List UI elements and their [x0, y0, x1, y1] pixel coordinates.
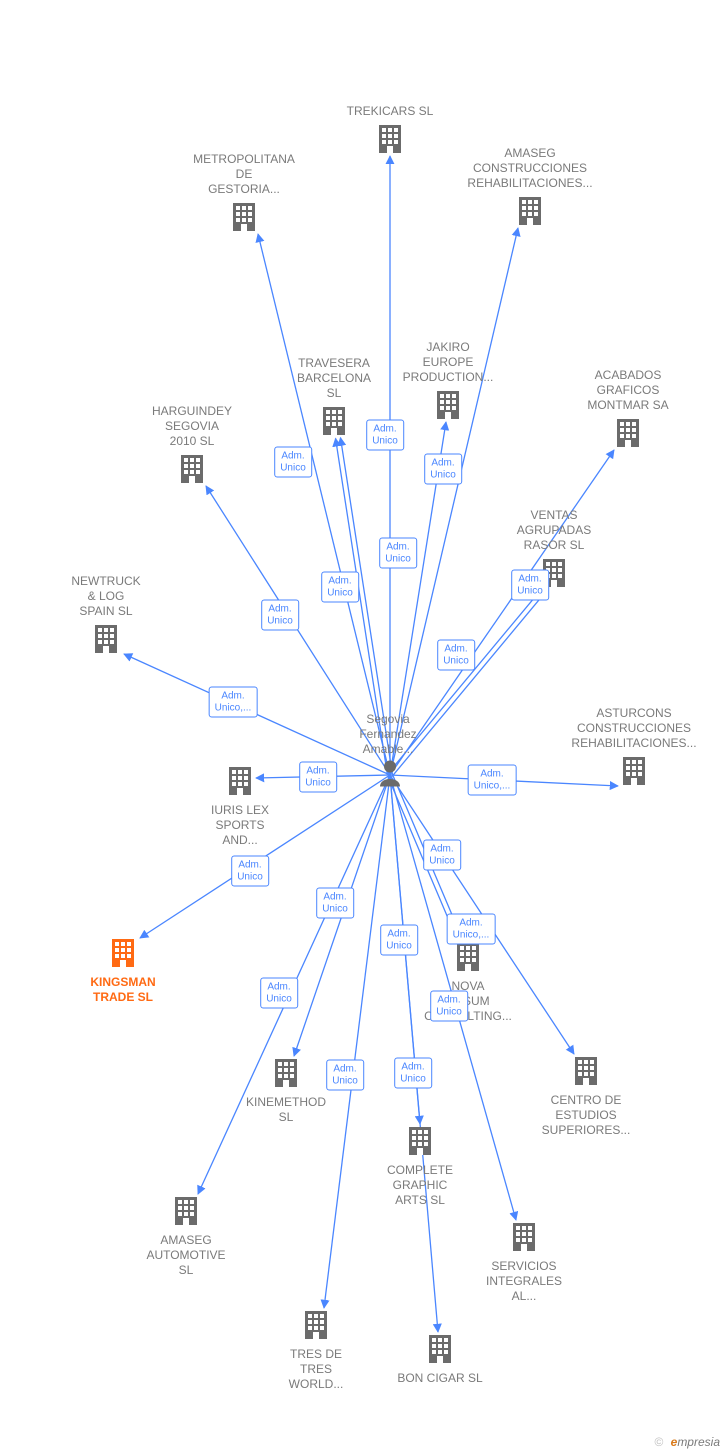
- node-label: METROPOLITANADEGESTORIA...: [179, 152, 309, 197]
- edge-label: Adm.Unico: [379, 538, 417, 569]
- edge-label: Adm.Unico: [380, 925, 418, 956]
- edge-label: Adm.Unico: [261, 600, 299, 631]
- node-nova[interactable]: NOVAADSUMCONSULTING...: [403, 941, 533, 1024]
- node-label: ACABADOSGRAFICOSMONTMAR SA: [563, 368, 693, 413]
- node-label: TREKICARS SL: [325, 104, 455, 119]
- node-label: NEWTRUCK& LOGSPAIN SL: [41, 574, 171, 619]
- edge-label: Adm.Unico: [231, 856, 269, 887]
- edge-label: Adm.Unico: [326, 1060, 364, 1091]
- node-label: TRES DETRESWORLD...: [251, 1347, 381, 1392]
- building-icon: [569, 755, 699, 789]
- edge-label: Adm.Unico: [394, 1058, 432, 1089]
- building-icon: [521, 1055, 651, 1089]
- edge-label: Adm.Unico: [299, 762, 337, 793]
- node-label: KINGSMANTRADE SL: [58, 975, 188, 1005]
- edge-label: Adm.Unico: [316, 888, 354, 919]
- building-icon: [251, 1309, 381, 1343]
- building-icon: [179, 201, 309, 235]
- building-icon: [127, 453, 257, 487]
- node-label: TRAVESERABARCELONASL: [269, 356, 399, 401]
- edge-label: Adm.Unico: [424, 454, 462, 485]
- node-tres[interactable]: TRES DETRESWORLD...: [251, 1309, 381, 1392]
- building-icon: [383, 389, 513, 423]
- node-label: AMASEGAUTOMOTIVESL: [121, 1233, 251, 1278]
- node-metropolitana[interactable]: METROPOLITANADEGESTORIA...: [179, 152, 309, 235]
- center-person-label: SegoviaFernandezAmable...: [359, 712, 416, 757]
- node-label: SERVICIOSINTEGRALESAL...: [459, 1259, 589, 1304]
- node-label: AMASEGCONSTRUCCIONESREHABILITACIONES...: [465, 146, 595, 191]
- edge-label: Adm.Unico,...: [447, 914, 496, 945]
- node-label: JAKIROEUROPEPRODUCTION...: [383, 340, 513, 385]
- node-label: VENTASAGRUPADASRASOR SL: [489, 508, 619, 553]
- node-boncigar[interactable]: BON CIGAR SL: [375, 1333, 505, 1386]
- node-label: COMPLETEGRAPHICARTS SL: [355, 1163, 485, 1208]
- brand-rest: mpresia: [677, 1435, 720, 1449]
- building-icon: [465, 195, 595, 229]
- node-label: NOVAADSUMCONSULTING...: [403, 979, 533, 1024]
- building-icon: [489, 557, 619, 591]
- node-acabados[interactable]: ACABADOSGRAFICOSMONTMAR SA: [563, 368, 693, 451]
- edge-label: Adm.Unico,...: [209, 687, 258, 718]
- building-icon: [563, 417, 693, 451]
- node-label: BON CIGAR SL: [375, 1371, 505, 1386]
- node-label: ASTURCONSCONSTRUCCIONESREHABILITACIONES.…: [569, 706, 699, 751]
- node-kingsman[interactable]: KINGSMANTRADE SL: [58, 937, 188, 1005]
- node-harguindey[interactable]: HARGUINDEYSEGOVIA2010 SL: [127, 404, 257, 487]
- watermark: © empresia: [654, 1435, 720, 1449]
- node-label: HARGUINDEYSEGOVIA2010 SL: [127, 404, 257, 449]
- copyright-symbol: ©: [654, 1435, 663, 1449]
- node-label: CENTRO DEESTUDIOSSUPERIORES...: [521, 1093, 651, 1138]
- person-icon: [378, 759, 402, 792]
- node-trekicars[interactable]: TREKICARS SL: [325, 104, 455, 157]
- node-amaseg_auto[interactable]: AMASEGAUTOMOTIVESL: [121, 1195, 251, 1278]
- node-asturcons[interactable]: ASTURCONSCONSTRUCCIONESREHABILITACIONES.…: [569, 706, 699, 789]
- edge-label: Adm.Unico,...: [468, 765, 517, 796]
- edge-label: Adm.Unico: [423, 840, 461, 871]
- building-icon: [375, 1333, 505, 1367]
- node-ventas[interactable]: VENTASAGRUPADASRASOR SL: [489, 508, 619, 591]
- node-newtruck[interactable]: NEWTRUCK& LOGSPAIN SL: [41, 574, 171, 657]
- building-icon: [403, 941, 533, 975]
- node-label: IURIS LEXSPORTSAND...: [175, 803, 305, 848]
- node-jakiro[interactable]: JAKIROEUROPEPRODUCTION...: [383, 340, 513, 423]
- edge-label: Adm.Unico: [321, 572, 359, 603]
- node-iuris[interactable]: IURIS LEXSPORTSAND...: [175, 765, 305, 848]
- node-amaseg_const[interactable]: AMASEGCONSTRUCCIONESREHABILITACIONES...: [465, 146, 595, 229]
- edge-label: Adm.Unico: [274, 447, 312, 478]
- building-icon: [121, 1195, 251, 1229]
- node-complete[interactable]: COMPLETEGRAPHICARTS SL: [355, 1125, 485, 1208]
- edge-label: Adm.Unico: [437, 640, 475, 671]
- node-servicios[interactable]: SERVICIOSINTEGRALESAL...: [459, 1221, 589, 1304]
- building-icon: [41, 623, 171, 657]
- edge-label: Adm.Unico: [511, 570, 549, 601]
- edge-label: Adm.Unico: [260, 978, 298, 1009]
- edge-label: Adm.Unico: [366, 420, 404, 451]
- building-icon: [58, 937, 188, 971]
- building-icon: [175, 765, 305, 799]
- building-icon: [459, 1221, 589, 1255]
- node-centro[interactable]: CENTRO DEESTUDIOSSUPERIORES...: [521, 1055, 651, 1138]
- edge-label: Adm.Unico: [430, 991, 468, 1022]
- node-label: KINEMETHODSL: [221, 1095, 351, 1125]
- building-icon: [325, 123, 455, 157]
- building-icon: [355, 1125, 485, 1159]
